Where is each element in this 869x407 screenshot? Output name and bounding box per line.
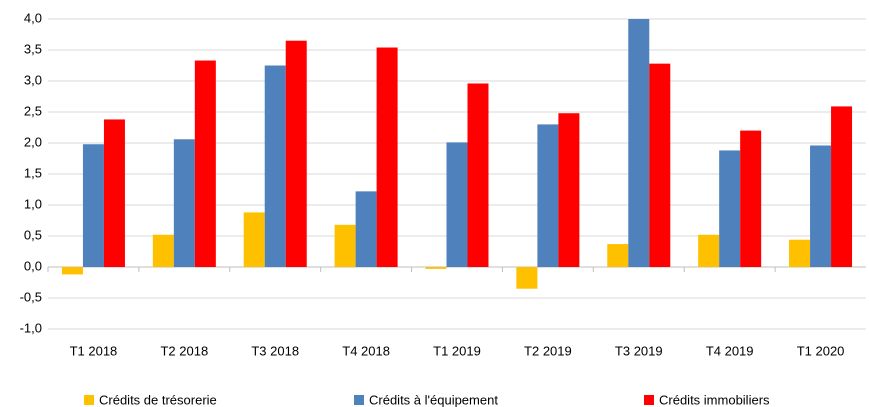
legend-label: Crédits de trésorerie xyxy=(99,392,217,407)
bar xyxy=(334,224,356,267)
legend-swatch xyxy=(644,395,654,405)
bar xyxy=(446,142,468,267)
bar xyxy=(243,212,265,267)
y-tick-label: 1,0 xyxy=(24,196,42,211)
y-tick-label: 2,5 xyxy=(24,103,42,118)
legend-swatch xyxy=(84,395,94,405)
bar xyxy=(285,40,307,268)
legend-swatch xyxy=(354,395,364,405)
bar xyxy=(152,234,174,267)
y-tick-label: 4,0 xyxy=(24,10,42,25)
legend-label: Crédits immobiliers xyxy=(659,392,770,407)
y-tick-label: 1,5 xyxy=(24,165,42,180)
bar xyxy=(173,139,195,267)
bar xyxy=(537,124,559,268)
bar xyxy=(810,145,832,267)
bar xyxy=(649,63,671,267)
bar xyxy=(698,234,720,267)
y-tick-label: 0,0 xyxy=(24,258,42,273)
y-tick-label: -0,5 xyxy=(20,289,42,304)
bar xyxy=(628,19,650,267)
x-tick-label: T1 2020 xyxy=(797,343,845,358)
bar xyxy=(516,267,538,289)
y-tick-label: 2,0 xyxy=(24,134,42,149)
x-tick-label: T3 2018 xyxy=(251,343,299,358)
y-tick-label: 3,0 xyxy=(24,72,42,87)
x-tick-label: T3 2019 xyxy=(615,343,663,358)
x-tick-label: T1 2019 xyxy=(433,343,481,358)
x-tick-label: T1 2018 xyxy=(70,343,118,358)
bar xyxy=(264,65,286,267)
x-tick-label: T2 2019 xyxy=(524,343,572,358)
bar xyxy=(789,239,811,267)
bar xyxy=(467,83,489,267)
bar xyxy=(607,244,629,267)
y-tick-label: -1,0 xyxy=(20,320,42,335)
bar xyxy=(103,119,125,267)
x-tick-label: T4 2019 xyxy=(706,343,754,358)
bar xyxy=(558,113,580,268)
bar xyxy=(425,267,447,269)
bar xyxy=(831,106,853,267)
bar xyxy=(61,267,83,275)
y-tick-label: 3,5 xyxy=(24,41,42,56)
bar xyxy=(740,130,762,267)
bar xyxy=(719,150,741,267)
legend-label: Crédits à l'équipement xyxy=(369,392,498,407)
x-tick-label: T4 2018 xyxy=(342,343,390,358)
y-tick-label: 0,5 xyxy=(24,227,42,242)
x-tick-label: T2 2018 xyxy=(160,343,208,358)
bar xyxy=(82,144,104,267)
bar xyxy=(194,60,216,267)
bar xyxy=(376,47,398,267)
bar xyxy=(355,191,377,267)
